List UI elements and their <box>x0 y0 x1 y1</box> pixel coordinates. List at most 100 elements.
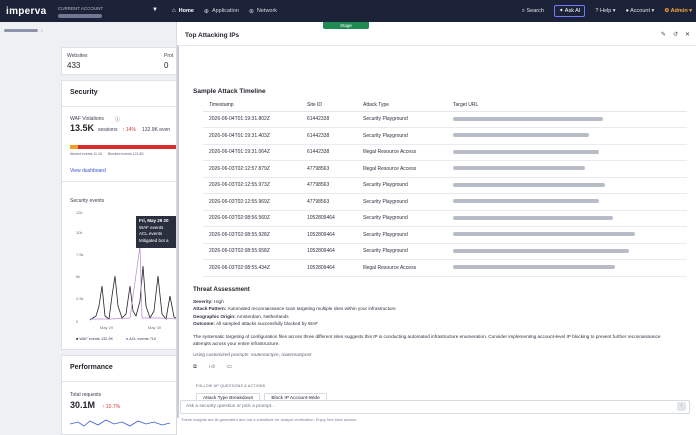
cell-attack-type: Illegal Resource Access <box>363 160 453 178</box>
cell-target-url[interactable] <box>453 144 687 161</box>
cell-attack-type: Security Playground <box>363 177 453 194</box>
cell-site-id: 1052809464 <box>307 259 363 277</box>
ask-ai-button[interactable]: ✦ Ask AI <box>553 5 586 17</box>
legend-waf[interactable]: ■ WAF events 132.9K <box>76 337 113 341</box>
table-row[interactable]: 2026-06-03T02:08:55.928Z 1052809464 Securi… <box>203 226 687 244</box>
cell-attack-type: Security Playground <box>363 210 453 227</box>
cell-attack-type: Security Playground <box>363 111 453 128</box>
cell-target-url[interactable] <box>453 193 687 211</box>
nav-network[interactable]: ⊛ Network <box>249 0 277 22</box>
severity-line: Severity: High <box>193 298 673 305</box>
outcome-line: Outcome: All sampled attacks successfull… <box>193 320 673 327</box>
websites-card[interactable]: Websites 433 Prot 0 <box>61 47 180 75</box>
y-tick: 10k <box>76 230 82 235</box>
info-icon[interactable]: ⓘ <box>115 117 121 123</box>
origin-value: Amsterdam, Netherlands <box>236 313 289 319</box>
total-requests-label: Total requests <box>70 392 102 398</box>
ai-prompt-input[interactable]: Ask a security question or pick a prompt… <box>180 400 690 414</box>
table-row[interactable]: 2026-06-03T02:08:55.658Z 1052809464 Securi… <box>203 243 687 260</box>
cell-site-id: 47798563 <box>307 193 363 211</box>
cell-site-id: 47798563 <box>307 160 363 178</box>
panel-title: Top Attacking IPs <box>185 32 240 39</box>
table-row[interactable]: 2026-06-04T01:19:31.064Z 61442338 Illegal … <box>203 144 687 161</box>
blocked-legend: Blocked events 121.8K <box>108 152 144 156</box>
admin-label: Admin <box>670 8 688 14</box>
comment-icon[interactable]: ▭ <box>226 363 232 370</box>
cell-target-url[interactable] <box>453 160 687 178</box>
copy-icon[interactable]: ⧉ <box>193 363 197 370</box>
cell-target-url[interactable] <box>453 127 687 145</box>
cell-timestamp: 2026-06-04T01:19:31.064Z <box>203 144 307 161</box>
legend-waf-label: WAF events 132.9K <box>79 337 113 341</box>
cell-target-url[interactable] <box>453 111 687 128</box>
cell-target-url[interactable] <box>453 226 687 244</box>
redacted-url <box>453 182 605 187</box>
help-icon: ? <box>595 8 599 14</box>
account-menu-label: Account <box>630 8 651 14</box>
cell-timestamp: 2026-06-03T02:12:55.969Z <box>203 193 307 211</box>
table-row[interactable]: 2026-06-03T02:08:56.560Z 1052809464 Securi… <box>203 210 687 227</box>
y-tick: 0 <box>76 319 79 324</box>
scroll-gutter <box>177 46 179 418</box>
waf-sub: sessions <box>98 127 118 133</box>
table-row[interactable]: 2026-06-03T02:12:55.969Z 47798563 Security… <box>203 193 687 211</box>
ask-ai-label: Ask AI <box>564 8 581 14</box>
edit-icon[interactable]: ✎ <box>660 32 666 38</box>
col-site-id: Site ID <box>307 100 363 112</box>
divider <box>62 106 181 107</box>
security-events-label: Security events <box>70 198 105 204</box>
nav-application[interactable]: ⊕ Application <box>204 0 239 22</box>
sparkle-icon: ✦ <box>558 8 564 14</box>
y-tick: 12k <box>76 210 82 215</box>
performance-card: Performance Total requests 30.1M ↑ 10.7% <box>61 355 181 435</box>
waf-value: 13.5K <box>70 123 95 133</box>
requests-sparkline <box>70 419 171 427</box>
redacted-url <box>453 149 599 154</box>
panel-divider <box>177 45 696 46</box>
cell-timestamp: 2026-06-03T02:12:55.973Z <box>203 177 307 194</box>
table-row[interactable]: 2026-06-04T01:19:31.802Z 61442338 Security… <box>203 111 687 128</box>
gear-icon: ⚙ <box>664 8 670 14</box>
attack-timeline-table: Timestamp Site ID Attack Type Target URL… <box>203 100 687 277</box>
tooltip-line: Mitigated bot a <box>139 237 169 243</box>
send-icon[interactable]: ↑ <box>677 402 686 411</box>
top-nav: imperva CURRENT ACCOUNT ▼ ⌂ Home ⊕ Applica… <box>0 0 696 22</box>
alerted-legend: Alerted events 11.1K <box>70 152 103 156</box>
table-row[interactable]: 2026-06-03T02:12:57.879Z 47798563 Illegal … <box>203 160 687 178</box>
cell-target-url[interactable] <box>453 210 687 227</box>
history-icon[interactable]: ↺ <box>672 32 678 38</box>
tooltip-title: Fri, May 29 20 <box>139 218 169 223</box>
cell-target-url[interactable] <box>453 243 687 260</box>
cell-target-url[interactable] <box>453 259 687 277</box>
redacted-url <box>453 116 603 121</box>
view-dashboard-link[interactable]: View dashboard <box>70 168 106 174</box>
nav-home[interactable]: ⌂ Home <box>172 0 194 22</box>
close-icon[interactable]: ✕ <box>684 32 690 38</box>
threat-title: Threat Assessment <box>193 286 250 293</box>
account-menu[interactable]: ● Account ▾ <box>625 8 655 14</box>
total-requests-delta: ↑ 10.7% <box>102 404 121 410</box>
redacted-url <box>453 166 585 171</box>
help-menu[interactable]: ? Help ▾ <box>595 8 616 14</box>
search-button[interactable]: ⌕ Search <box>522 8 544 15</box>
legend-acl[interactable]: ■ ACL events 710 <box>126 337 157 341</box>
cell-attack-type: Security Playground <box>363 127 453 145</box>
panel-scroll-area[interactable]: Sample Attack Timeline Timestamp Site ID… <box>185 46 695 418</box>
cell-target-url[interactable] <box>453 177 687 194</box>
breadcrumb[interactable]: › <box>4 28 43 33</box>
table-row[interactable]: 2026-06-04T01:19:31.403Z 61442338 Security… <box>203 127 687 145</box>
total-requests-value: 30.1M <box>70 400 96 410</box>
redacted-url <box>453 232 635 237</box>
admin-menu[interactable]: ⚙ Admin ▾ <box>664 8 692 14</box>
ai-disclaimer: These insights are AI-generated and not … <box>181 417 358 422</box>
y-tick: 7.5k <box>76 252 84 257</box>
thumbs-up-icon[interactable]: 👍︎ <box>208 363 215 370</box>
imperva-logo[interactable]: imperva <box>6 5 47 17</box>
account-selector[interactable]: CURRENT ACCOUNT ▼ <box>58 5 162 18</box>
table-row[interactable]: 2026-06-03T02:12:55.973Z 47798563 Security… <box>203 177 687 194</box>
severity-value: High <box>214 299 224 304</box>
account-label: CURRENT ACCOUNT <box>58 5 104 11</box>
cell-site-id: 1052809464 <box>307 243 363 260</box>
table-row[interactable]: 2026-06-03T02:08:55.434Z 1052809464 Illega… <box>203 259 687 277</box>
cell-site-id: 61442338 <box>307 127 363 145</box>
